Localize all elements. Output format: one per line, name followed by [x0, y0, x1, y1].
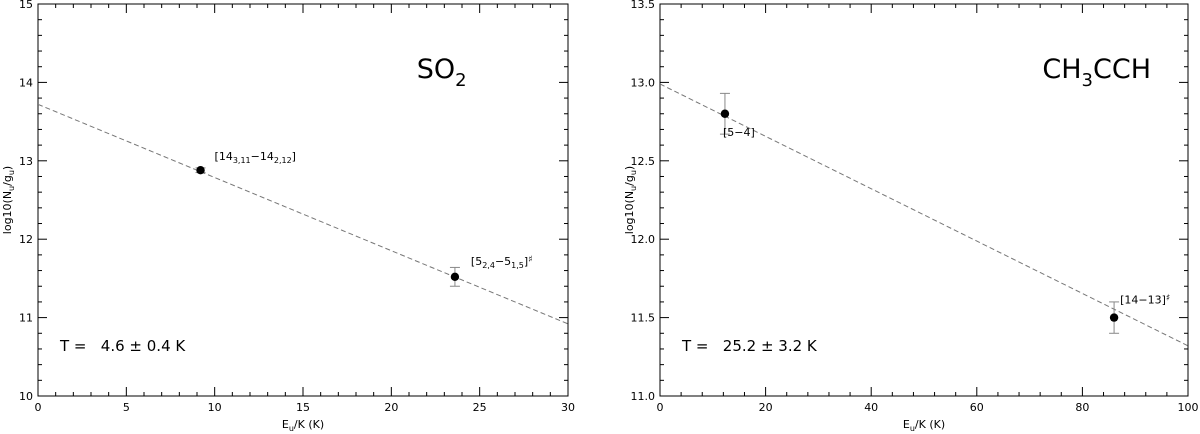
species-title-main: SO	[417, 54, 455, 85]
y-axis-label: log10(Nu/gu)	[623, 166, 638, 234]
y-tick-label: 14	[19, 76, 33, 89]
x-tick-label: 40	[864, 401, 878, 414]
chart-panel-2: 0 20 40 60 80 100 11.0 11.5 12.0 12.5 13.0 13.5 [5−4…	[623, 0, 1199, 433]
point-label-main: −5	[495, 255, 511, 268]
x-tick-label: 100	[1178, 401, 1199, 414]
species-title: CH3CCH	[1042, 54, 1151, 91]
x-tick-label: 20	[384, 401, 398, 414]
point-label: [143,11−142,12]	[215, 150, 296, 165]
data-point	[1109, 313, 1119, 322]
x-tick-label: 0	[35, 401, 42, 414]
x-tick-label: 25	[473, 401, 487, 414]
y-axis-label-sub: u	[629, 186, 638, 191]
y-tick-label: 12.5	[631, 155, 656, 168]
x-tick-label: 80	[1075, 401, 1089, 414]
y-tick-label: 11	[19, 312, 33, 325]
chart-panel-1: 0 5 10 15 20 25 30101112131415[143,11−142,12][…	[1, 0, 575, 433]
x-axis-label-sub: u	[289, 424, 294, 433]
point-label-sub: 2,4	[482, 261, 495, 270]
x-tick-label: 30	[561, 401, 575, 414]
y-tick-label: 13.5	[631, 0, 656, 11]
y-axis-label-sub: u	[7, 186, 16, 191]
point-label-main: ]	[524, 255, 528, 268]
y-tick-label: 11.0	[631, 390, 656, 403]
x-tick-label: 15	[296, 401, 310, 414]
data-point	[720, 109, 730, 118]
y-axis-label-sub: u	[629, 170, 638, 175]
point-label-main: [5−4]	[723, 126, 755, 139]
point-label-sub: 1,5	[511, 261, 524, 270]
x-tick-label: 5	[123, 401, 130, 414]
point-label-main: −14	[251, 150, 274, 163]
y-tick-label: 13.0	[631, 76, 656, 89]
x-tick-label: 60	[970, 401, 984, 414]
point-label-mark: ♯	[1166, 294, 1170, 304]
y-tick-label: 12.0	[631, 233, 656, 246]
y-tick-label: 13	[19, 155, 33, 168]
x-axis-label-tail: /K (K)	[915, 418, 945, 431]
point-label-main: ]	[292, 150, 296, 163]
point-label: [14−13]♯	[1120, 294, 1170, 307]
fit-line	[660, 83, 1188, 347]
y-tick-label: 10	[19, 390, 33, 403]
y-axis-label: log10(Nu/gu)	[1, 166, 16, 234]
x-tick-label: 0	[657, 401, 664, 414]
species-title-tail: CCH	[1093, 54, 1151, 85]
y-axis-label-main: /g	[623, 175, 636, 186]
x-axis-label-main: E	[282, 418, 289, 431]
x-tick-label: 10	[208, 401, 222, 414]
point-label-mark: ♯	[528, 255, 532, 265]
point-label: [5−4]	[723, 126, 755, 139]
point-label: [52,4−51,5]♯	[471, 255, 533, 270]
data-point	[450, 272, 460, 282]
species-title-sub: 2	[455, 70, 466, 91]
point-label-sub: 3,11	[233, 156, 251, 165]
y-tick-label: 12	[19, 233, 33, 246]
y-axis-label-main: log10(N	[623, 191, 636, 234]
point-label-main: [5	[471, 255, 482, 268]
y-tick-label: 15	[19, 0, 33, 11]
y-tick-label: 11.5	[631, 312, 656, 325]
y-axis-label-sub: u	[7, 170, 16, 175]
x-axis-label-sub: u	[910, 424, 915, 433]
temperature-annotation: T = 4.6 ± 0.4 K	[59, 337, 186, 355]
x-tick-label: 20	[759, 401, 773, 414]
point-label-main: [14	[215, 150, 233, 163]
point-label-sub: 2,12	[274, 156, 292, 165]
x-axis-label: Eu/K (K)	[282, 418, 324, 433]
data-point	[196, 166, 205, 175]
plot-frame	[659, 3, 1189, 397]
fit-line	[38, 103, 568, 325]
point-label-main: [14−13]	[1120, 294, 1166, 307]
temperature-annotation: T = 25.2 ± 3.2 K	[681, 337, 818, 355]
species-title: SO2	[417, 54, 467, 91]
y-axis-label-main: /g	[1, 175, 14, 186]
y-axis-label-main: log10(N	[1, 191, 14, 234]
species-title-sub: 3	[1082, 70, 1093, 91]
species-title-main: CH	[1042, 54, 1081, 85]
x-axis-label: Eu/K (K)	[903, 418, 945, 433]
x-axis-label-tail: /K (K)	[294, 418, 324, 431]
y-axis-label-tail: )	[1, 166, 14, 170]
x-axis-label-main: E	[903, 418, 910, 431]
y-axis-label-tail: )	[623, 166, 636, 170]
